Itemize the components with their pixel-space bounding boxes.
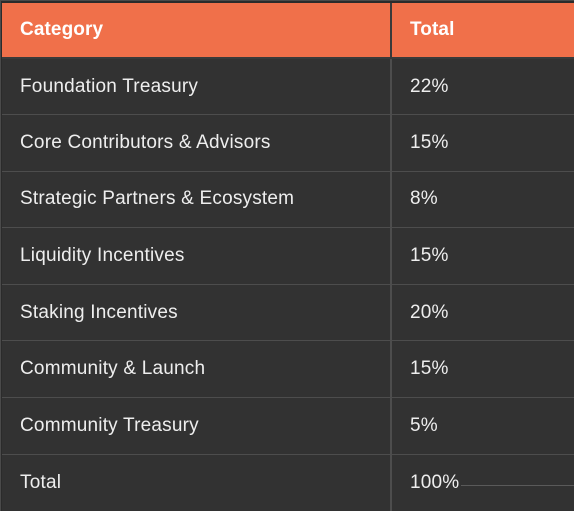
table-row: Liquidity Incentives 15% xyxy=(2,227,574,285)
total-cell: 22% xyxy=(391,57,574,115)
total-label-cell: Total xyxy=(2,453,392,511)
table-row: Foundation Treasury 22% xyxy=(2,57,574,115)
total-cell: 15% xyxy=(391,227,574,285)
column-header-total: Total xyxy=(391,3,574,58)
category-cell: Staking Incentives xyxy=(2,283,392,341)
total-cell: 15% xyxy=(391,340,574,398)
category-cell: Liquidity Incentives xyxy=(2,227,392,285)
table-row: Strategic Partners & Ecosystem 8% xyxy=(2,170,574,228)
table-total-row: Total 100% xyxy=(2,453,574,511)
total-cell: 20% xyxy=(391,283,574,341)
category-cell: Strategic Partners & Ecosystem xyxy=(2,170,392,228)
category-cell: Community & Launch xyxy=(2,340,392,398)
table-row: Community & Launch 15% xyxy=(2,340,574,398)
total-cell: 15% xyxy=(391,114,574,172)
column-header-category: Category xyxy=(2,3,392,58)
total-cell: 5% xyxy=(391,397,574,455)
total-cell: 8% xyxy=(391,170,574,228)
table-row: Core Contributors & Advisors 15% xyxy=(2,114,574,172)
allocation-table: Category Total Foundation Treasury 22% C… xyxy=(2,3,574,511)
category-cell: Foundation Treasury xyxy=(2,57,392,115)
category-cell: Community Treasury xyxy=(2,397,392,455)
table-header-row: Category Total xyxy=(2,3,574,58)
grand-total-cell: 100% xyxy=(391,453,574,511)
horizontal-scrollbar[interactable] xyxy=(461,485,574,486)
table-row: Community Treasury 5% xyxy=(2,397,574,455)
table-row: Staking Incentives 20% xyxy=(2,283,574,341)
category-cell: Core Contributors & Advisors xyxy=(2,114,392,172)
